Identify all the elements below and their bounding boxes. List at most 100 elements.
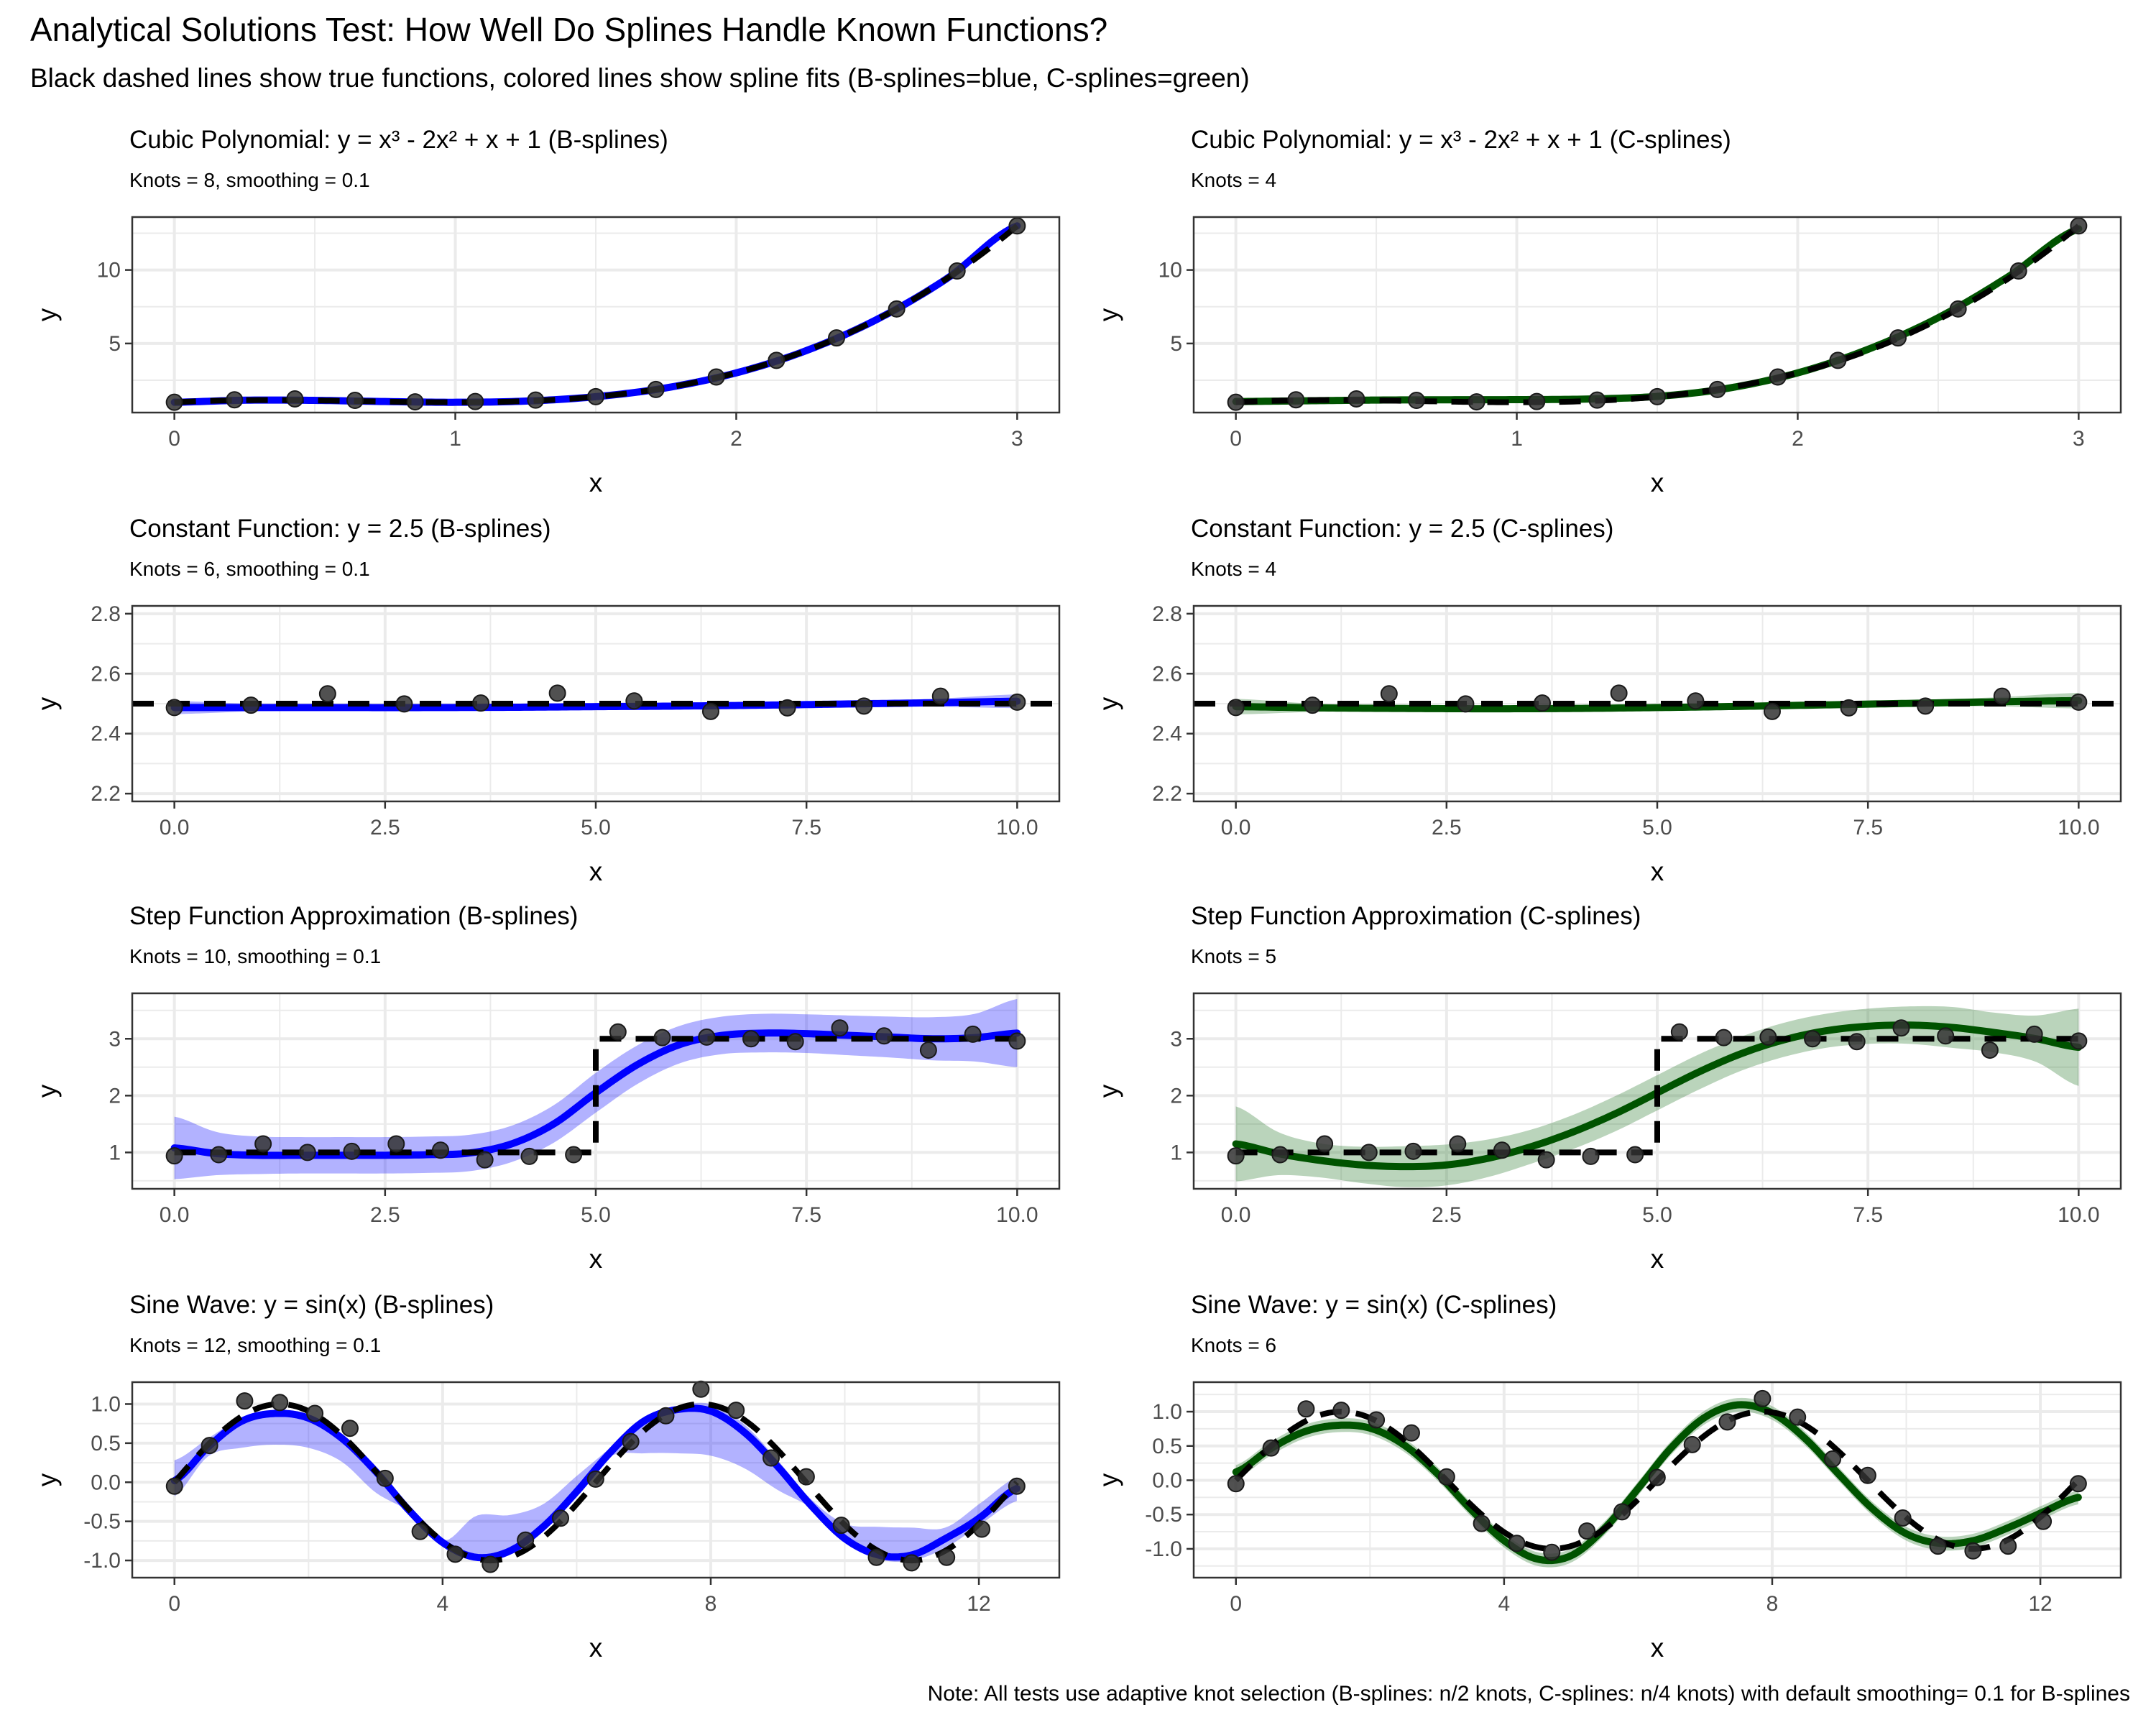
data-point — [1993, 687, 2011, 705]
data-point — [867, 1548, 885, 1566]
data-point — [1610, 684, 1628, 702]
x-tick-label: 2.5 — [1432, 816, 1462, 840]
y-tick-label: 0.5 — [1152, 1435, 1182, 1458]
figure-caption: Note: All tests use adaptive knot select… — [927, 1682, 2130, 1706]
x-tick-label: 8 — [1766, 1592, 1779, 1616]
data-point — [707, 368, 725, 386]
data-point — [1648, 1468, 1666, 1486]
panel-title: Step Function Approximation (B-splines) — [129, 902, 579, 930]
data-point — [698, 1028, 716, 1046]
data-point — [1473, 1514, 1491, 1532]
x-tick-label: 2.5 — [370, 1203, 400, 1227]
panel-cubic-c: Cubic Polynomial: y = x³ - 2x² + x + 1 (… — [1090, 126, 2154, 514]
data-point — [778, 699, 796, 717]
panel-title: Cubic Polynomial: y = x³ - 2x² + x + 1 (… — [1191, 126, 1731, 154]
data-point — [1227, 699, 1245, 717]
data-point — [395, 695, 413, 713]
data-point — [1889, 329, 1907, 347]
data-point — [341, 1420, 359, 1438]
data-point — [376, 1469, 394, 1487]
data-point — [1304, 696, 1322, 714]
data-point — [1227, 1475, 1245, 1493]
x-tick-label: 5.0 — [581, 816, 611, 840]
y-tick-label: 1.0 — [91, 1392, 121, 1416]
data-point — [828, 329, 846, 347]
data-point — [2069, 1475, 2087, 1493]
data-point — [1508, 1535, 1526, 1552]
data-point — [201, 1437, 218, 1455]
y-tick-label: -0.5 — [83, 1510, 121, 1534]
data-point — [242, 696, 260, 714]
data-point — [832, 1517, 850, 1535]
panel-border — [1192, 216, 2122, 414]
x-tick-label: 12 — [2028, 1592, 2052, 1616]
data-point — [1348, 390, 1365, 408]
x-axis-title: x — [589, 1633, 603, 1662]
plot-svg: 0 1 2 3 5 10 x y — [1094, 216, 2122, 497]
x-tick-label: 4 — [1498, 1592, 1511, 1616]
data-point — [472, 694, 490, 712]
y-tick-label: -0.5 — [1145, 1503, 1182, 1527]
data-point — [742, 1030, 760, 1048]
y-tick-label: 2.2 — [91, 782, 121, 806]
plot-svg: 0 1 2 3 5 10 x y — [32, 216, 1061, 497]
x-tick-label: 0 — [1230, 1592, 1242, 1616]
panel-border — [131, 1381, 1061, 1579]
y-tick-label: 2.6 — [91, 662, 121, 686]
panel-step-c: Step Function Approximation (C-splines) … — [1090, 902, 2154, 1290]
data-point — [552, 1509, 570, 1527]
x-tick-label: 10.0 — [2058, 816, 2099, 840]
panel-title: Step Function Approximation (C-splines) — [1191, 902, 1641, 930]
data-point — [1368, 1411, 1386, 1429]
panel-constant-c: Constant Function: y = 2.5 (C-splines) K… — [1090, 515, 2154, 903]
data-point — [1670, 1023, 1688, 1041]
spline-fit-line — [170, 697, 1021, 712]
x-tick-label: 3 — [1011, 427, 1023, 451]
data-point — [2070, 217, 2088, 235]
y-tick-label: -1.0 — [83, 1549, 121, 1573]
data-point — [1964, 1542, 1982, 1560]
x-tick-label: 1 — [1511, 427, 1523, 451]
data-point — [1404, 1142, 1422, 1160]
data-point — [1271, 1146, 1289, 1164]
panel-subtitle: Knots = 4 — [1191, 558, 1277, 580]
data-point — [948, 262, 966, 280]
data-point — [1008, 693, 1026, 711]
data-point — [855, 697, 873, 715]
data-point — [517, 1531, 535, 1549]
y-tick-label: 2 — [109, 1084, 121, 1108]
plot-content — [1232, 692, 2083, 715]
data-point — [466, 392, 484, 410]
panel-title: Cubic Polynomial: y = x³ - 2x² + x + 1 (… — [129, 126, 668, 154]
y-tick-label: 0.0 — [1152, 1468, 1182, 1492]
plot-svg: 0.0 2.5 5.0 7.5 10.0 1 2 3 x y — [1094, 992, 2122, 1274]
data-point — [1543, 1543, 1561, 1561]
data-point — [1718, 1413, 1736, 1431]
data-point — [520, 1147, 538, 1165]
panel-border — [131, 216, 1061, 414]
panel-subtitle: Knots = 6 — [1191, 1334, 1277, 1356]
plot-svg: 0.0 2.5 5.0 7.5 10.0 1 2 3 x y — [32, 992, 1061, 1274]
data-point — [1759, 1028, 1777, 1046]
x-axis-title: x — [1651, 468, 1664, 497]
data-point — [165, 393, 183, 411]
data-point — [903, 1554, 921, 1572]
data-point — [1708, 380, 1726, 398]
x-tick-label: 0 — [168, 1592, 180, 1616]
data-point — [964, 1025, 982, 1043]
y-tick-label: 10 — [1158, 259, 1182, 282]
x-tick-label: 5.0 — [1642, 1203, 1672, 1227]
data-point — [1534, 694, 1552, 712]
data-point — [343, 1142, 361, 1160]
x-tick-label: 0 — [1230, 427, 1242, 451]
data-point — [1578, 1522, 1596, 1540]
data-point — [786, 1033, 804, 1051]
y-tick-label: 0.0 — [91, 1471, 121, 1494]
y-tick-label: 2.4 — [91, 722, 121, 746]
x-axis-title: x — [1651, 857, 1664, 886]
y-axis-title: y — [32, 1084, 62, 1098]
y-tick-label: 2.8 — [1152, 602, 1182, 626]
x-tick-label: 1 — [449, 427, 461, 451]
panel-cubic-b: Cubic Polynomial: y = x³ - 2x² + x + 1 (… — [29, 126, 1092, 514]
data-point — [1649, 387, 1666, 405]
